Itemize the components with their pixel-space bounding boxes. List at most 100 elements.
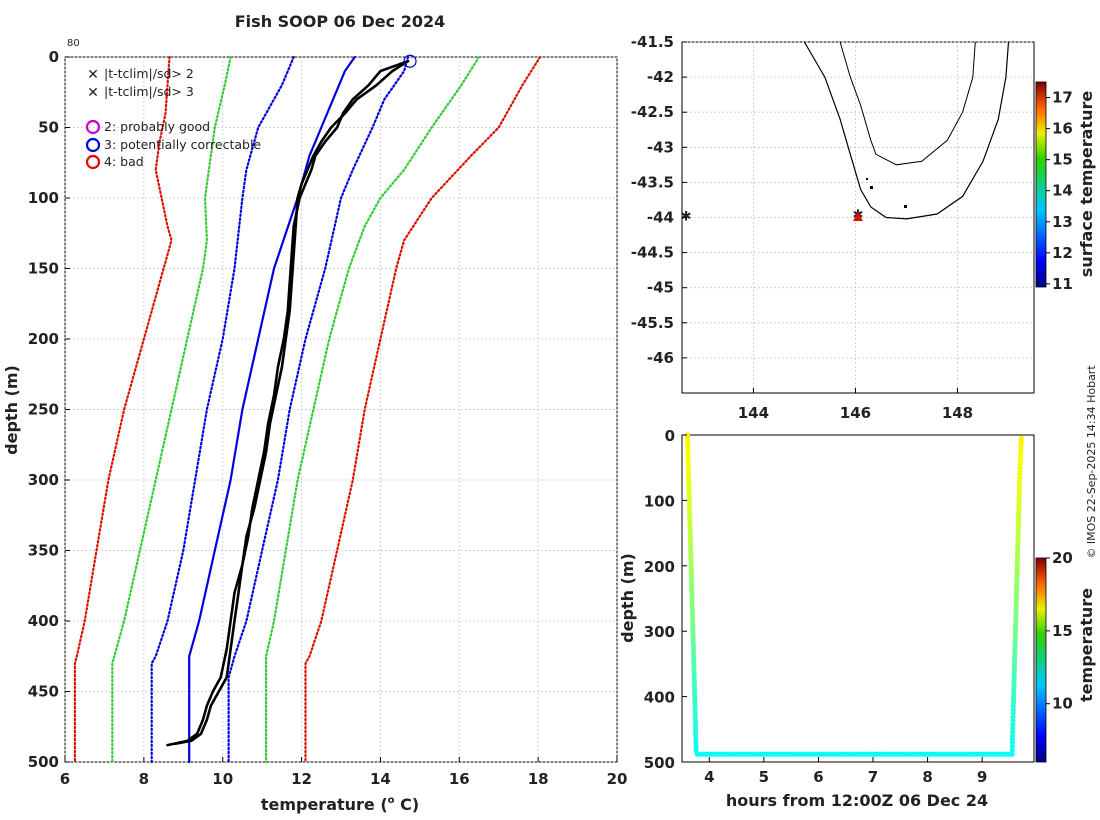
legend-flag3-label: 3: potentially correctable [104,137,261,152]
depth-time-y-tick-label: 400 [644,689,675,707]
depth-time-series [684,432,1024,757]
depth-time-sample-point [1009,736,1016,742]
profile-panel: 6 8 10 12 14 16 18 20 0 50 100 150 200 250 300 350 400 4… [2,48,627,814]
map-x-tick-label: 144 [738,404,769,422]
profile-y-tick-label: 50 [38,119,59,137]
legend-sd2-marker: ✕ [87,67,99,83]
legend-sd2-label: |t-tclim|/sd> 2 [104,66,194,81]
map-y-tick-label: -42.5 [631,103,674,121]
profile-series-clim-plus-1sd [227,55,410,764]
legend-flag4-marker [85,154,101,170]
depth-time-y-axis-label: depth (m) [618,553,637,643]
depth-time-x-tick-label: 8 [922,768,932,786]
profile-y-tick-label: 300 [28,471,59,489]
profile-x-axis-label: temperature (o C) [261,795,419,814]
profile-x-tick-label: 10 [212,770,233,788]
island [866,178,868,180]
profile-series-profile-a [174,59,410,746]
depth-time-x-tick-label: 5 [759,768,769,786]
depth-time-sample-point [693,733,699,739]
depth-time-sample-point [1010,721,1016,728]
map-colorbar-tick-label: 13 [1052,213,1073,231]
map-colorbar-tick-label: 15 [1052,151,1073,169]
depth-time-colorbar-label: temperature [1077,588,1096,702]
depth-time-sample-point [692,721,699,728]
profile-x-tick-label: 18 [528,770,549,788]
map-colorbar-ticks: 11 12 13 14 15 16 17 [1046,89,1073,293]
profile-series-clim-mean [188,55,356,764]
depth-time-sample-point [693,740,699,746]
map-colorbar-tick-label: 16 [1052,120,1073,138]
depth-time-x-tick-label: 4 [704,768,714,786]
map-colorbar-tick-label: 12 [1052,244,1073,262]
depth-time-colorbar-tick-label: 10 [1052,695,1073,713]
profile-legend: ✕ |t-tclim|/sd> 2 ✕ |t-tclim|/sd> 3 2: p… [85,66,261,170]
profile-y-tick-label: 500 [28,753,59,771]
map-y-tick-label: -42 [647,68,674,86]
map-track-point: ✱ [681,209,692,224]
profile-y-tick-label: 150 [28,260,59,278]
map-coastline-outer [803,41,1010,220]
depth-time-sample-point [1010,729,1016,735]
legend-flag3-marker [85,137,101,153]
island [904,205,907,208]
depth-time-panel: 4 5 6 7 8 9 0 100 200 300 400 500 hours from 12:00… [618,427,1096,810]
map-y-tick-label: -41.5 [631,33,674,51]
map-colorbar-tick-label: 11 [1052,275,1073,293]
x-axis-label-unit: o [388,795,395,806]
map-x-ticks: 144 146 148 [738,388,973,422]
legend-sd3-label: |t-tclim|/sd> 3 [104,84,194,99]
depth-time-sample-point [693,744,699,750]
map-y-tick-label: -45 [647,279,674,297]
depth-time-x-tick-label: 7 [868,768,878,786]
profile-series-sd3-right [304,55,542,764]
depth-time-y-tick-label: 0 [665,427,675,445]
figure-title: Fish SOOP 06 Dec 2024 [235,12,445,31]
map-colorbar-tick-label: 17 [1052,89,1073,107]
depth-time-sample-point [693,725,699,731]
profile-x-tick-label: 8 [139,770,149,788]
map-y-tick-label: -45.5 [631,314,674,332]
depth-time-y-tick-label: 200 [644,558,675,576]
depth-time-x-tick-label: 6 [813,768,823,786]
depth-time-sample-point [692,714,698,720]
profile-x-tick-label: 6 [60,770,70,788]
profile-x-ticks: 6 8 10 12 14 16 18 20 [60,757,627,788]
map-grid [682,41,1034,393]
map-colorbar-tick-label: 14 [1052,182,1073,200]
depth-time-y-tick-label: 300 [644,623,675,641]
depth-time-colorbar-tick-label: 15 [1052,622,1073,640]
map-x-tick-label: 148 [942,404,973,422]
legend-flag2-marker [85,119,101,135]
depth-time-sample-point [1008,751,1014,757]
profile-count-label: 80 [67,38,80,49]
profile-y-tick-label: 100 [28,189,59,207]
map-colorbar [1035,81,1047,288]
island [870,186,873,189]
profile-series-profile-b [166,59,410,747]
profile-series-sd2-right [265,55,481,764]
depth-time-y-tick-label: 100 [644,492,675,510]
profile-series-clim-minus-1sd [150,55,295,764]
depth-time-x-tick-label: 9 [977,768,987,786]
profile-y-ticks: 0 50 100 150 200 250 300 350 400 450 500 [28,48,70,771]
profile-y-tick-label: 450 [28,683,59,701]
profile-x-tick-label: 12 [291,770,312,788]
depth-time-sample-point [1010,718,1016,724]
depth-time-plot-frame [681,434,1035,763]
depth-time-sample-point [1018,435,1024,441]
legend-sd3-marker: ✕ [87,85,99,101]
depth-time-sample-point [692,707,698,713]
depth-time-x-ticks: 4 5 6 7 8 9 [704,757,987,786]
profile-y-axis-label: depth (m) [2,365,21,455]
profile-y-tick-label: 400 [28,612,59,630]
map-y-tick-label: -44 [647,209,674,227]
depth-time-sample-point [692,718,699,724]
depth-time-y-ticks: 0 100 200 300 400 500 [644,427,687,772]
depth-time-sample-point [1009,744,1016,750]
x-axis-label-suffix: C) [395,795,420,814]
depth-time-sample-point [1009,740,1016,746]
depth-time-sample-point [1010,733,1016,739]
